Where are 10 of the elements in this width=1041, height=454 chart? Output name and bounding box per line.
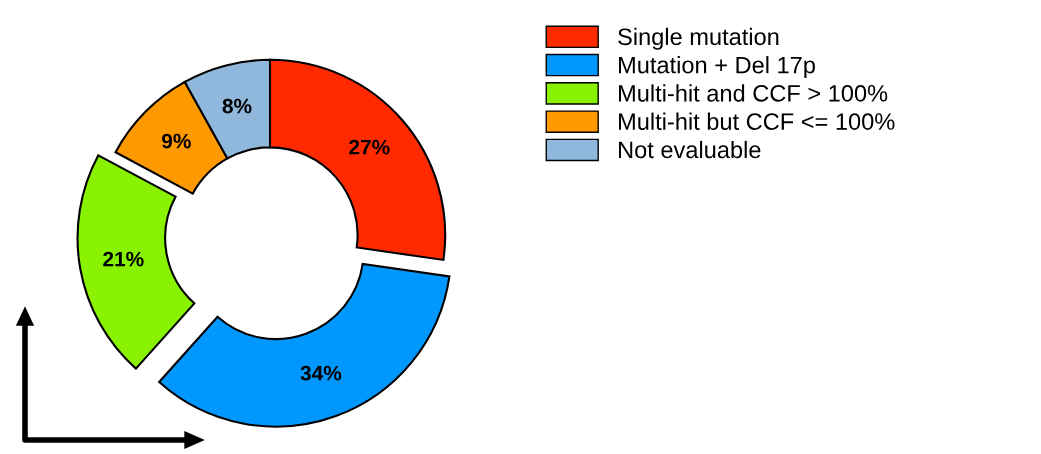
legend-label: Single mutation — [618, 27, 779, 50]
legend-label: Not evaluable — [619, 140, 761, 159]
legend-label: Multi-hit and CCF > 100% — [619, 84, 888, 102]
data-label: 34% — [300, 365, 342, 381]
data-label: 9% — [162, 133, 191, 149]
data-label: 8% — [222, 98, 252, 114]
legend-label: Mutation + Del 17p — [619, 56, 815, 79]
legend-label: Multi-hit but CCF <= 100% — [619, 112, 895, 130]
data-label: 21% — [103, 251, 144, 267]
data-label: 27% — [349, 139, 390, 155]
